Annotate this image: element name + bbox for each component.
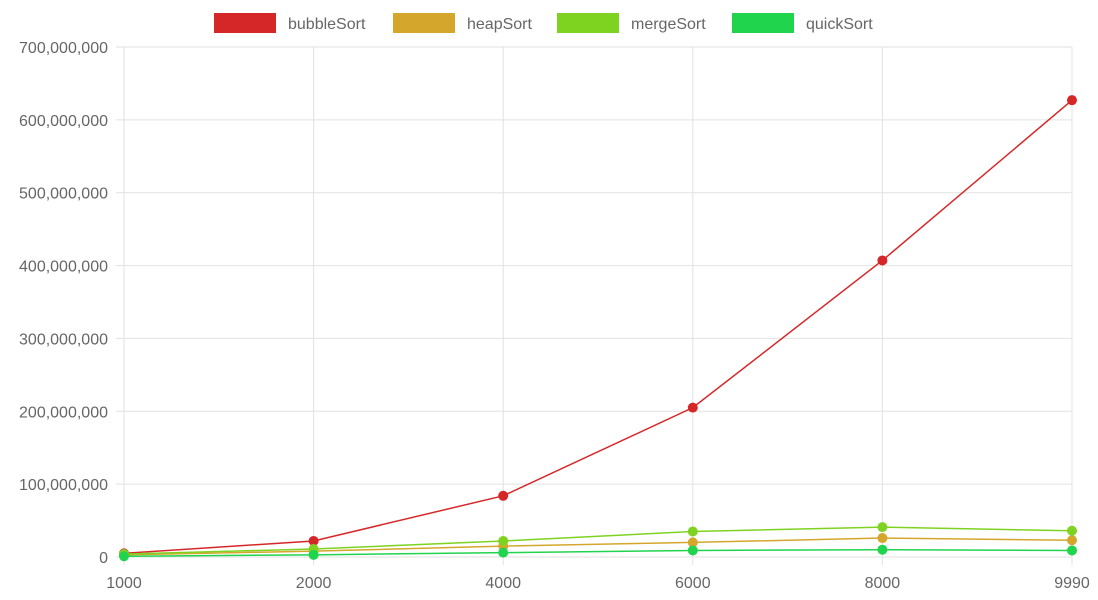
legend-label: mergeSort xyxy=(631,16,706,33)
data-point[interactable] xyxy=(498,547,509,558)
x-tick-label: 6000 xyxy=(675,575,711,592)
legend-item-bubbleSort[interactable]: bubbleSort xyxy=(214,13,366,33)
data-point[interactable] xyxy=(687,526,698,537)
data-point[interactable] xyxy=(877,533,888,544)
x-tick-label: 4000 xyxy=(485,575,521,592)
legend: bubbleSort heapSort mergeSort quickSort xyxy=(214,13,873,33)
data-point[interactable] xyxy=(687,402,698,413)
x-tick-label: 2000 xyxy=(296,575,332,592)
legend-swatch xyxy=(557,13,619,33)
series-quickSort xyxy=(119,544,1077,562)
series-line xyxy=(123,548,1073,558)
grid xyxy=(116,46,1073,565)
data-point[interactable] xyxy=(877,255,888,266)
data-point[interactable] xyxy=(1067,95,1077,106)
data-point[interactable] xyxy=(1067,535,1077,546)
legend-item-mergeSort[interactable]: mergeSort xyxy=(557,13,706,33)
data-point[interactable] xyxy=(687,537,698,548)
y-axis: 0 100,000,000 200,000,000 300,000,000 400,00… xyxy=(19,40,108,567)
x-tick-label: 9990 xyxy=(1054,575,1090,592)
y-tick-label: 200,000,000 xyxy=(19,404,108,421)
y-tick-label: 600,000,000 xyxy=(19,113,108,130)
x-tick-label: 8000 xyxy=(865,575,901,592)
series-line xyxy=(123,99,1073,555)
y-tick-label: 400,000,000 xyxy=(19,259,108,276)
data-point[interactable] xyxy=(119,551,129,562)
y-tick-label: 300,000,000 xyxy=(19,331,108,348)
y-tick-label: 700,000,000 xyxy=(19,40,108,57)
legend-swatch xyxy=(393,13,455,33)
data-point[interactable] xyxy=(1067,545,1077,556)
legend-label: bubbleSort xyxy=(288,16,366,33)
legend-swatch xyxy=(214,13,276,33)
data-point[interactable] xyxy=(1067,525,1077,536)
legend-item-heapSort[interactable]: heapSort xyxy=(393,13,532,33)
series-layer xyxy=(119,95,1077,562)
data-point[interactable] xyxy=(308,549,319,560)
y-tick-label: 0 xyxy=(99,550,108,567)
series-bubbleSort xyxy=(119,95,1077,559)
data-point[interactable] xyxy=(687,545,698,556)
x-axis: 1000 2000 4000 6000 8000 9990 xyxy=(106,575,1090,592)
data-point[interactable] xyxy=(877,522,888,533)
legend-label: heapSort xyxy=(467,16,532,33)
y-tick-label: 500,000,000 xyxy=(19,186,108,203)
legend-item-quickSort[interactable]: quickSort xyxy=(732,13,873,33)
series-line xyxy=(123,537,1073,556)
data-point[interactable] xyxy=(498,490,509,501)
legend-label: quickSort xyxy=(806,16,873,33)
data-point[interactable] xyxy=(498,535,509,546)
legend-swatch xyxy=(732,13,794,33)
y-tick-label: 100,000,000 xyxy=(19,477,108,494)
series-mergeSort xyxy=(119,522,1077,560)
series-line xyxy=(123,526,1073,555)
x-tick-label: 1000 xyxy=(106,575,142,592)
data-point[interactable] xyxy=(877,544,888,555)
data-point[interactable] xyxy=(308,535,319,546)
